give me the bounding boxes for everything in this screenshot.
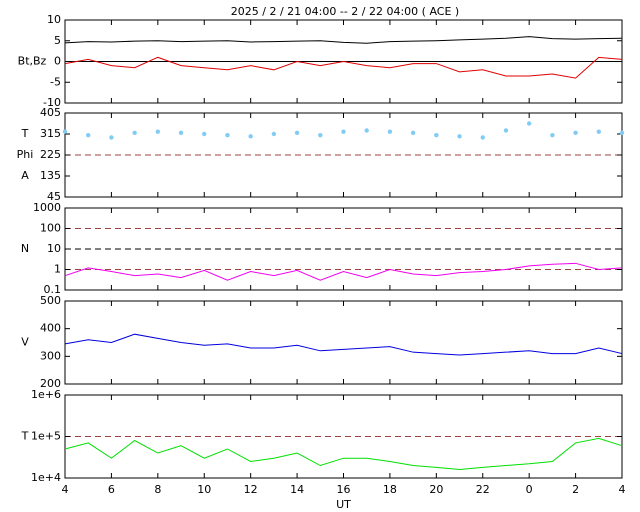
plot-frame: [64, 300, 623, 385]
data-point: [225, 132, 230, 138]
data-point: [550, 132, 555, 138]
y-tick-label: 0.1: [44, 283, 62, 296]
x-tick-label: 22: [476, 483, 490, 496]
y-tick-label: 300: [40, 349, 61, 362]
y-tick-label: 225: [40, 148, 61, 161]
x-tick-label: 0: [526, 483, 533, 496]
y-tick-label: 315: [40, 127, 61, 140]
x-tick-label: 16: [337, 483, 351, 496]
data-point: [410, 130, 416, 136]
data-point: [62, 129, 68, 134]
x-tick-label: 10: [197, 483, 211, 496]
x-axis-label: UT: [336, 498, 351, 511]
data-point: [387, 129, 393, 134]
y-axis-label: N: [21, 242, 29, 255]
y-axis-label: T: [21, 127, 29, 140]
y-axis-label: T: [21, 430, 29, 443]
data-point: [155, 129, 161, 134]
data-point: [271, 131, 277, 137]
y-axis-label: Bt,Bz: [18, 55, 47, 68]
y-tick-label: 400: [40, 322, 61, 335]
y-tick-label: 1: [54, 263, 61, 276]
data-point: [503, 128, 509, 133]
y-tick-label: 1000: [33, 201, 61, 214]
y-tick-label: 500: [40, 294, 61, 307]
x-tick-label: 6: [108, 483, 115, 496]
chart-title: 2025 / 2 / 21 04:00 -- 2 / 22 04:00 ( AC…: [231, 5, 459, 18]
data-point: [248, 134, 253, 139]
data-point: [294, 130, 300, 136]
series-line: [64, 333, 623, 356]
y-tick-label: 10: [47, 13, 61, 26]
series-line: [64, 56, 623, 79]
data-point: [364, 128, 369, 133]
data-point: [526, 121, 532, 126]
y-axis-label: Phi: [17, 148, 34, 161]
data-point: [619, 130, 625, 136]
y-tick-label: 405: [40, 106, 61, 119]
series-line: [64, 437, 623, 471]
x-tick-label: 4: [619, 483, 626, 496]
data-point: [178, 130, 184, 136]
data-point: [573, 130, 578, 136]
x-tick-label: 18: [383, 483, 397, 496]
data-point: [457, 134, 462, 139]
data-point: [202, 131, 207, 137]
data-point: [596, 129, 601, 134]
y-tick-label: 10: [47, 242, 61, 255]
x-tick-label: 2: [572, 483, 579, 496]
y-tick-label: 5: [54, 34, 61, 47]
y-tick-label: 0: [54, 55, 61, 68]
y-tick-label: 1e+6: [31, 388, 61, 401]
x-tick-label: 4: [62, 483, 69, 496]
x-tick-label: 12: [244, 483, 258, 496]
y-tick-label: 45: [47, 190, 61, 203]
y-tick-label: 135: [40, 169, 61, 182]
x-tick-label: 8: [154, 483, 161, 496]
data-point: [318, 132, 323, 138]
data-point: [86, 132, 91, 138]
data-point: [480, 135, 485, 140]
data-point: [132, 130, 137, 136]
series-line: [64, 262, 623, 281]
y-tick-label: -5: [50, 75, 61, 88]
y-tick-label: 1e+5: [31, 430, 61, 443]
x-tick-label: 20: [429, 483, 443, 496]
y-axis-label: A: [21, 169, 29, 182]
data-point: [434, 132, 439, 138]
data-point: [109, 135, 114, 140]
y-axis-label: V: [21, 336, 29, 349]
y-tick-label: 100: [40, 222, 61, 235]
data-point: [341, 129, 346, 134]
series-line: [64, 36, 623, 44]
x-tick-label: 14: [290, 483, 304, 496]
y-tick-label: 1e+4: [31, 471, 61, 484]
y-tick-label: -10: [43, 96, 61, 109]
y-tick-label: 200: [40, 377, 61, 390]
